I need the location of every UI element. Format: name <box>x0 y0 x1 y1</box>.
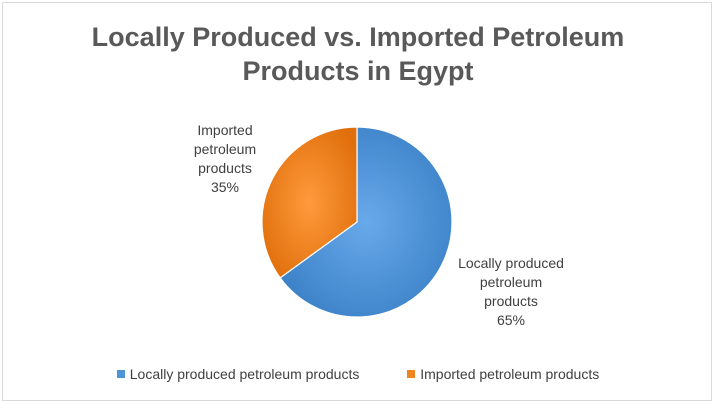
slice-label-name: products <box>484 293 538 309</box>
slice-label-percent: 65% <box>496 312 526 328</box>
slice-label-locally-produced: Locally produced petroleum products 65% <box>448 254 574 330</box>
legend-swatch-blue <box>116 370 125 378</box>
slice-label-name: petroleum <box>193 141 257 157</box>
slice-label-name: Locally produced <box>458 255 564 271</box>
slice-label-name: petroleum <box>479 274 543 290</box>
chart-title: Locally Produced vs. Imported Petroleum … <box>91 22 625 86</box>
legend-item-imported[interactable]: Imported petroleum products <box>407 366 599 382</box>
legend-swatch-orange <box>407 370 416 378</box>
slice-label-percent: 35% <box>210 179 240 195</box>
legend-label: Imported petroleum products <box>420 366 600 382</box>
slice-label-name: products <box>198 160 252 176</box>
chart-legend: Locally produced petroleum products Impo… <box>0 365 716 382</box>
slice-label-imported: Imported petroleum products 35% <box>170 121 280 197</box>
pie-slice-imported[interactable] <box>261 126 358 279</box>
slice-label-name: Imported <box>197 122 253 138</box>
pie-slice-locally-produced[interactable] <box>279 126 453 318</box>
legend-item-locally-produced[interactable]: Locally produced petroleum products <box>116 366 360 382</box>
legend-label: Locally produced petroleum products <box>129 366 360 382</box>
